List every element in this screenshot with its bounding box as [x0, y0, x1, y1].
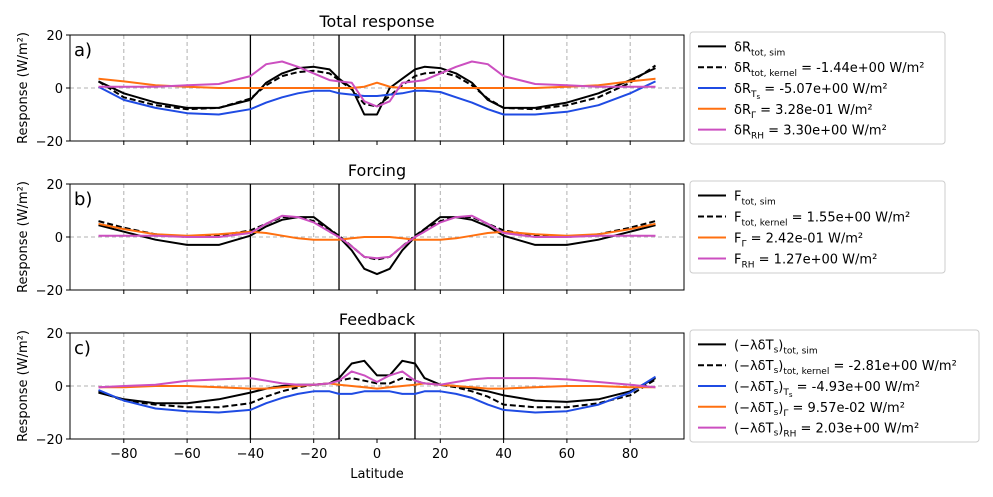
legend-entry-tot_kernel: δRtot, kernel = -1.44e+00 W/m²: [734, 61, 924, 79]
panel-3: −20 0 20 −80 −60 −40 −20 0 20 40 60 80 Response (W/m…: [16, 310, 980, 462]
series-line-tot_kernel: [98, 377, 657, 409]
legend-entry-gamma: δRΓ = 3.28e-01 W/m²: [734, 103, 873, 121]
legend: Ftot, sim Ftot, kernel = 1.55e+00 W/m² FΓ …: [689, 180, 946, 274]
panel-letter-label: b): [74, 189, 92, 210]
series-line-ts: [98, 375, 657, 414]
legend-entry-tot_sim: δRtot, sim: [734, 40, 785, 58]
series-line-rh: [98, 60, 656, 108]
legend-entry-ts: δRTs = -5.07e+00 W/m²: [734, 82, 888, 101]
series-line-gamma: [98, 77, 656, 89]
panel-letter-label: c): [74, 338, 91, 359]
y-axis-label: Response (W/m²): [16, 181, 31, 293]
series-line-tot_kernel: [98, 216, 656, 261]
panel-letter-label: a): [74, 40, 92, 61]
y-tick-label: −20: [36, 135, 63, 150]
legend-entry-rh: FRH = 1.27e+00 W/m²: [734, 253, 877, 271]
x-axis-label: Latitude: [350, 467, 404, 482]
y-tick-label: −20: [36, 433, 63, 448]
x-tick-label: 20: [432, 447, 449, 462]
y-tick-label: 20: [46, 29, 63, 44]
y-tick-label: 0: [55, 231, 63, 246]
series-line-rh: [98, 370, 656, 389]
panel-1: −20 0 20 Response (W/m²) Total response a) δRt…: [16, 12, 946, 150]
legend-entry-gamma: (−λδTs)Γ = 9.57e-02 W/m²: [734, 401, 905, 419]
x-tick-label: −80: [110, 447, 137, 462]
y-tick-label: 0: [55, 82, 63, 97]
legend-entry-tot_sim: Ftot, sim: [734, 190, 776, 208]
series-line-tot_sim: [98, 216, 656, 276]
panel-title: Feedback: [339, 310, 416, 329]
legend-entry-tot_kernel: (−λδTs)tot, kernel = -2.81e+00 W/m²: [734, 359, 957, 377]
legend-entry-gamma: FΓ = 2.42e-01 W/m²: [734, 232, 863, 250]
legend-entry-tot_sim: (−λδTs)tot, sim: [734, 338, 818, 356]
y-axis-label: Response (W/m²): [16, 330, 31, 442]
legend-entry-rh: δRRH = 3.30e+00 W/m²: [734, 124, 887, 142]
legend-entry-rh: (−λδTs)RH = 2.03e+00 W/m²: [734, 422, 919, 440]
y-tick-label: 20: [46, 178, 63, 193]
series-line-gamma: [98, 382, 656, 390]
y-tick-label: 0: [55, 380, 63, 395]
panel-title: Total response: [318, 12, 434, 31]
series-line-tot_kernel: [97, 64, 657, 111]
x-tick-label: 80: [622, 447, 639, 462]
y-axis-label: Response (W/m²): [16, 32, 31, 144]
x-tick-label: 40: [495, 447, 512, 462]
series-line-ts: [98, 80, 656, 116]
series-line-gamma: [98, 222, 656, 241]
x-tick-label: 0: [373, 447, 381, 462]
legend-entry-tot_kernel: Ftot, kernel = 1.55e+00 W/m²: [734, 211, 910, 229]
y-tick-label: 20: [46, 327, 63, 342]
x-tick-label: −60: [173, 447, 200, 462]
legend-frame: [689, 180, 946, 274]
x-tick-label: 60: [559, 447, 576, 462]
panel-title: Forcing: [348, 161, 406, 180]
series-line-rh: [98, 214, 656, 260]
x-tick-label: −20: [300, 447, 327, 462]
x-tick-label: −40: [237, 447, 264, 462]
legend-frame: [689, 329, 980, 443]
series-line-tot_sim: [98, 359, 656, 405]
legend: (−λδTs)tot, sim (−λδTs)tot, kernel = -2.8…: [689, 329, 980, 443]
legend: δRtot, sim δRtot, kernel = -1.44e+00 W/m²…: [689, 31, 946, 145]
y-tick-label: −20: [36, 284, 63, 299]
legend-frame: [689, 31, 946, 145]
legend-entry-ts: (−λδTs)Ts = -4.93e+00 W/m²: [734, 380, 920, 399]
